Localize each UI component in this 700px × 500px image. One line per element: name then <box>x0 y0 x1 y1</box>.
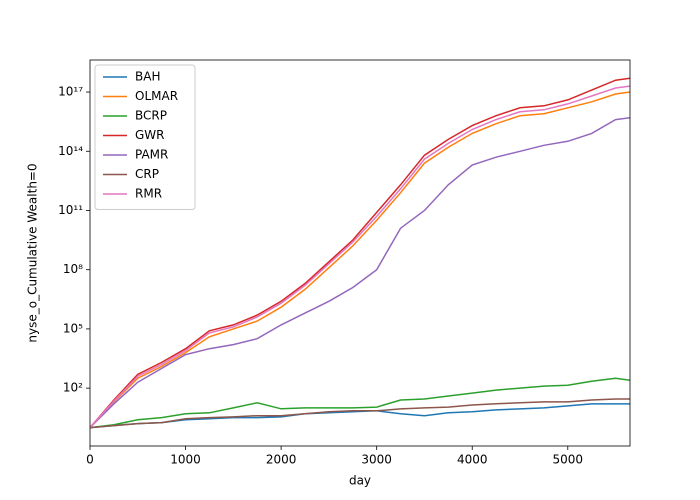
y-tick-label: 10⁸ <box>63 262 83 276</box>
y-tick-label: 10¹⁴ <box>58 144 83 158</box>
series-line <box>90 91 630 429</box>
legend-label: GWR <box>135 128 165 142</box>
legend-box <box>94 64 196 210</box>
legend-label: RMR <box>135 187 162 201</box>
x-tick-label: 2000 <box>266 453 297 467</box>
series-line <box>90 85 630 429</box>
x-tick-label: 4000 <box>457 453 488 467</box>
plot-frame <box>89 59 631 447</box>
y-tick-label: 10¹⁷ <box>58 85 83 99</box>
x-axis-label: day <box>349 474 371 488</box>
legend-label: OLMAR <box>135 89 178 103</box>
series-line <box>90 77 630 429</box>
y-tick-label: 10⁵ <box>63 321 83 335</box>
x-tick-label: 5000 <box>553 453 584 467</box>
legend-label: BCRP <box>135 109 167 123</box>
y-tick-label: 10¹¹ <box>58 203 83 217</box>
series-line <box>90 116 630 429</box>
x-tick-label: 3000 <box>361 453 392 467</box>
legend-label: PAMR <box>135 148 168 162</box>
series-line <box>90 377 630 429</box>
legend-label: CRP <box>135 167 159 181</box>
legend-label: BAH <box>135 70 160 84</box>
y-tick-label: 10² <box>63 381 83 395</box>
y-axis-label: nyse_o_Cumulative Wealth=0 <box>26 163 40 342</box>
x-tick-label: 1000 <box>170 453 201 467</box>
series-line <box>90 398 630 429</box>
x-tick-label: 0 <box>86 453 94 467</box>
